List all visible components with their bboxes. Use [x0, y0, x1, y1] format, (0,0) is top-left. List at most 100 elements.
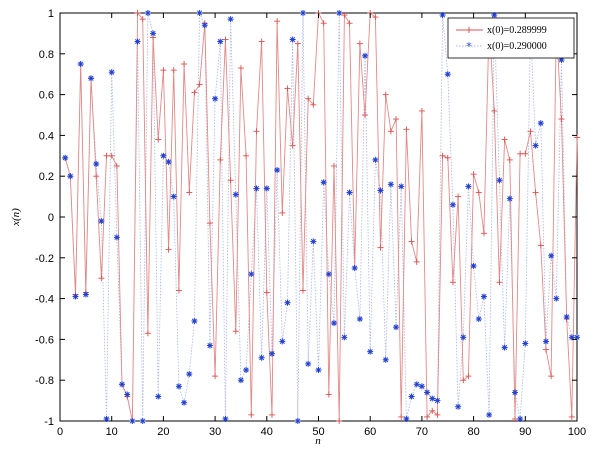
data-point-series-1: [279, 209, 286, 216]
data-point-series-1: [299, 287, 306, 294]
data-point-series-2: [393, 324, 400, 331]
data-point-series-1: [346, 20, 353, 27]
y-tick-label: 1: [48, 8, 54, 20]
series-layer: [62, 10, 580, 424]
data-point-series-2: [418, 383, 425, 390]
data-point-series-1: [217, 156, 224, 163]
data-point-series-1: [258, 38, 265, 45]
data-point-series-1: [527, 128, 534, 135]
data-point-series-2: [480, 293, 487, 300]
data-point-series-1: [496, 279, 503, 286]
y-tick-label: 0.8: [39, 49, 54, 61]
data-point-series-2: [372, 156, 379, 163]
data-point-series-2: [491, 12, 498, 19]
data-point-series-1: [475, 189, 482, 196]
x-tick-label: 60: [364, 426, 376, 438]
y-tick-label: 0: [48, 212, 54, 224]
data-point-series-1: [144, 330, 151, 337]
data-point-series-1: [305, 95, 312, 102]
data-point-series-1: [491, 107, 498, 114]
data-point-series-2: [165, 158, 172, 165]
data-point-series-1: [403, 126, 410, 133]
data-point-series-1: [465, 373, 472, 380]
data-point-series-2: [98, 218, 105, 225]
data-point-series-1: [243, 152, 250, 159]
data-point-series-2: [439, 12, 446, 19]
data-point-series-2: [222, 415, 229, 422]
data-point-series-2: [129, 418, 136, 424]
data-point-series-1: [537, 242, 544, 249]
data-point-series-1: [532, 189, 539, 196]
data-point-series-1: [434, 411, 441, 418]
y-tick-label: -0.4: [35, 294, 54, 306]
data-point-series-1: [310, 101, 317, 108]
y-tick-label: 0.6: [39, 90, 54, 102]
data-point-series-2: [325, 271, 332, 278]
data-point-series-2: [268, 350, 275, 357]
data-point-series-1: [424, 413, 431, 420]
y-tick-label: 0.2: [39, 171, 54, 183]
data-point-series-1: [170, 67, 177, 74]
data-point-series-2: [67, 173, 74, 180]
data-point-series-1: [449, 279, 456, 286]
data-point-series-2: [108, 69, 115, 76]
data-point-series-1: [418, 107, 425, 114]
x-tick-label: 0: [57, 426, 63, 438]
data-point-series-2: [542, 338, 549, 345]
x-tick-label: 30: [209, 426, 221, 438]
data-point-series-1: [320, 20, 327, 27]
data-point-series-2: [341, 334, 348, 341]
data-point-series-1: [139, 16, 146, 23]
data-point-series-2: [119, 381, 126, 388]
data-point-series-1: [284, 85, 291, 92]
data-point-series-1: [522, 150, 529, 157]
data-point-series-2: [113, 234, 120, 241]
data-point-series-2: [362, 52, 369, 59]
data-point-series-2: [186, 371, 193, 378]
data-point-series-2: [470, 262, 477, 269]
y-tick-label: -0.8: [35, 375, 54, 387]
y-tick-label: -0.6: [35, 334, 54, 346]
data-point-series-2: [553, 295, 560, 302]
data-point-series-2: [537, 120, 544, 127]
data-point-series-2: [196, 10, 203, 16]
data-point-series-2: [82, 291, 89, 298]
data-point-series-2: [134, 38, 141, 45]
data-point-series-2: [160, 152, 167, 159]
legend-marker-series-1: [466, 27, 472, 33]
data-point-series-1: [398, 413, 405, 420]
data-point-series-2: [320, 179, 327, 186]
data-point-series-2: [170, 193, 177, 200]
data-point-series-2: [155, 393, 162, 400]
legend-box: [447, 17, 575, 59]
data-point-series-1: [568, 413, 575, 420]
data-point-series-2: [568, 334, 575, 341]
data-point-series-2: [382, 356, 389, 363]
y-tick-label: -1: [44, 416, 54, 428]
data-point-series-1: [186, 189, 193, 196]
x-tick-label: 10: [106, 426, 118, 438]
data-point-series-1: [542, 346, 549, 353]
data-point-series-1: [480, 230, 487, 237]
data-point-series-1: [455, 193, 462, 200]
data-point-series-2: [563, 313, 570, 320]
data-point-series-2: [274, 167, 281, 174]
data-point-series-2: [387, 181, 394, 188]
data-point-series-2: [351, 265, 358, 271]
data-point-series-2: [486, 411, 493, 418]
data-point-series-2: [88, 75, 95, 82]
data-point-series-2: [263, 185, 270, 192]
data-point-series-1: [558, 116, 565, 123]
data-point-series-2: [217, 38, 224, 45]
data-point-series-2: [243, 367, 250, 373]
data-point-series-2: [424, 389, 431, 396]
axes-layer: 0 10 20 30 40 50 60 70 80 90 100 1 0.8 0.6 0.4 0.2 0 -0.2…: [35, 8, 586, 438]
data-point-series-2: [299, 10, 306, 16]
data-point-series-1: [470, 171, 477, 178]
data-point-series-1: [191, 89, 198, 96]
data-point-series-2: [206, 342, 213, 349]
x-tick-label: 20: [157, 426, 169, 438]
data-point-series-2: [548, 252, 555, 259]
data-point-series-1: [356, 40, 363, 47]
data-point-series-1: [160, 67, 167, 74]
